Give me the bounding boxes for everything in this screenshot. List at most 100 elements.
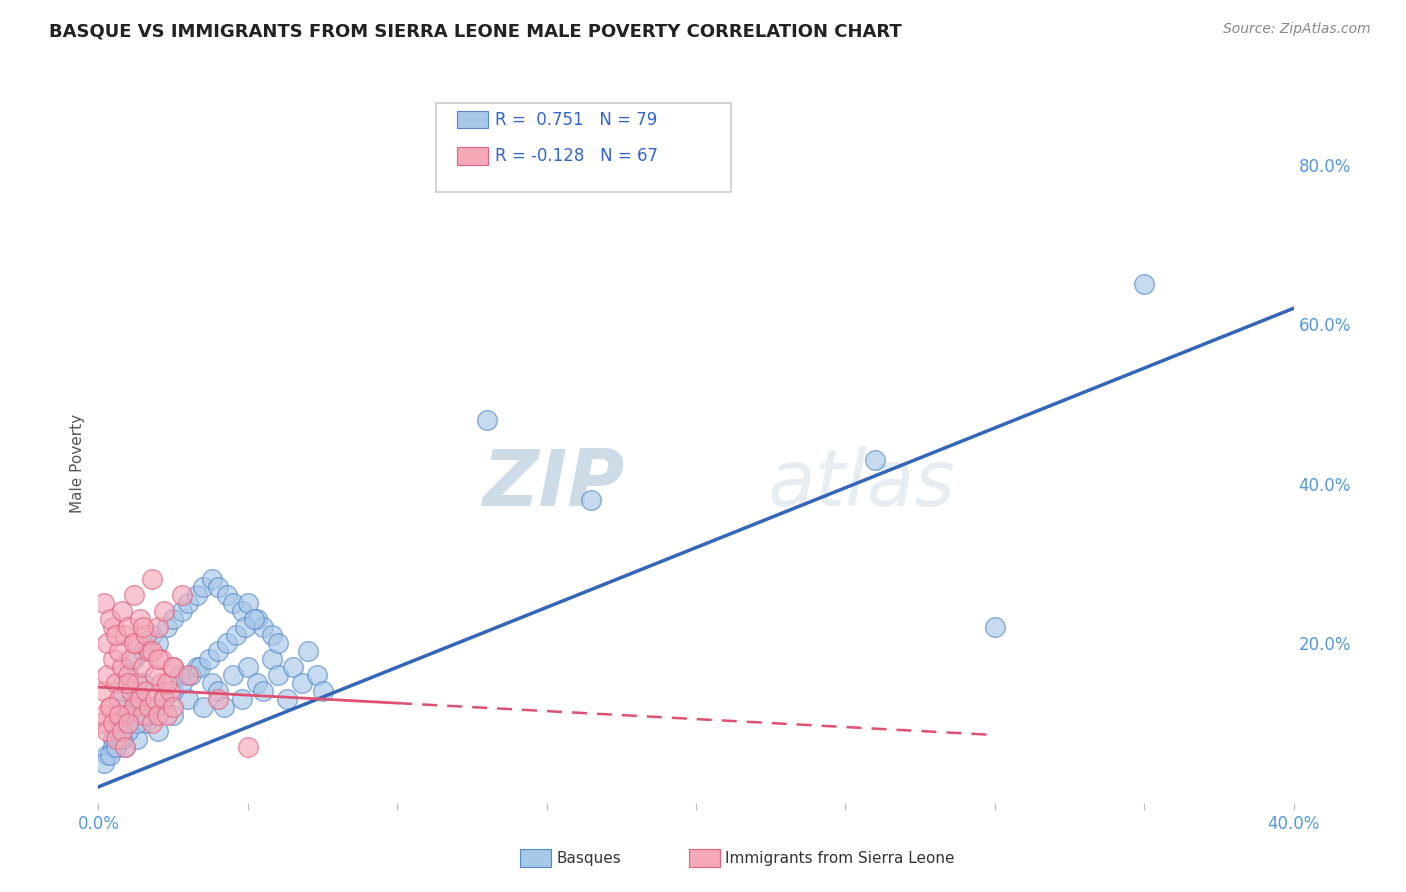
- Point: [207, 684, 229, 698]
- Point: [207, 644, 229, 658]
- Point: [120, 652, 142, 666]
- Point: [233, 620, 256, 634]
- Point: [100, 612, 122, 626]
- Point: [162, 660, 184, 674]
- Point: [103, 716, 125, 731]
- Point: [222, 668, 245, 682]
- Point: [96, 668, 118, 682]
- Point: [96, 636, 118, 650]
- Point: [143, 668, 166, 682]
- Point: [177, 668, 200, 682]
- Point: [153, 692, 176, 706]
- Point: [581, 492, 603, 507]
- Point: [225, 628, 247, 642]
- Point: [141, 573, 163, 587]
- Point: [132, 660, 155, 674]
- Text: atlas: atlas: [768, 446, 956, 522]
- Text: BASQUE VS IMMIGRANTS FROM SIERRA LEONE MALE POVERTY CORRELATION CHART: BASQUE VS IMMIGRANTS FROM SIERRA LEONE M…: [49, 22, 903, 40]
- Point: [143, 692, 166, 706]
- Point: [96, 747, 118, 762]
- Point: [167, 668, 190, 682]
- Point: [148, 708, 170, 723]
- Point: [114, 708, 136, 723]
- Point: [180, 668, 202, 682]
- Point: [129, 612, 152, 626]
- Point: [297, 644, 319, 658]
- Point: [236, 596, 259, 610]
- Point: [100, 700, 122, 714]
- Point: [111, 660, 134, 674]
- Point: [135, 716, 157, 731]
- Point: [198, 652, 221, 666]
- Text: Source: ZipAtlas.com: Source: ZipAtlas.com: [1223, 22, 1371, 37]
- Point: [103, 739, 125, 754]
- Point: [124, 652, 146, 666]
- Point: [114, 739, 136, 754]
- Point: [105, 628, 128, 642]
- Point: [117, 668, 139, 682]
- Point: [305, 668, 328, 682]
- Text: ZIP: ZIP: [482, 446, 624, 522]
- Text: Immigrants from Sierra Leone: Immigrants from Sierra Leone: [725, 851, 955, 865]
- Point: [124, 700, 146, 714]
- Point: [96, 724, 118, 739]
- Point: [141, 628, 163, 642]
- Point: [177, 692, 200, 706]
- Point: [162, 660, 184, 674]
- Point: [148, 652, 170, 666]
- Point: [865, 453, 887, 467]
- Point: [117, 724, 139, 739]
- Point: [117, 716, 139, 731]
- Point: [105, 731, 128, 746]
- Point: [153, 684, 176, 698]
- Point: [231, 692, 253, 706]
- Y-axis label: Male Poverty: Male Poverty: [69, 414, 84, 514]
- Point: [148, 620, 170, 634]
- Point: [231, 604, 253, 618]
- Point: [191, 581, 214, 595]
- Point: [127, 731, 149, 746]
- Point: [212, 700, 235, 714]
- Point: [148, 636, 170, 650]
- Point: [93, 756, 115, 770]
- Point: [186, 660, 208, 674]
- Point: [156, 708, 179, 723]
- Point: [108, 644, 131, 658]
- Point: [172, 676, 194, 690]
- Point: [108, 731, 131, 746]
- Point: [127, 716, 149, 731]
- Text: R =  0.751   N = 79: R = 0.751 N = 79: [495, 111, 657, 128]
- Point: [141, 644, 163, 658]
- Point: [201, 573, 224, 587]
- Point: [311, 684, 333, 698]
- Point: [150, 652, 173, 666]
- Point: [162, 684, 184, 698]
- Point: [153, 692, 176, 706]
- Point: [124, 692, 146, 706]
- Point: [111, 724, 134, 739]
- Point: [124, 636, 146, 650]
- Point: [103, 652, 125, 666]
- Point: [191, 700, 214, 714]
- Point: [93, 708, 115, 723]
- Point: [127, 636, 149, 650]
- Point: [252, 620, 274, 634]
- Point: [105, 739, 128, 754]
- Point: [172, 604, 194, 618]
- Point: [93, 596, 115, 610]
- Text: Basques: Basques: [557, 851, 621, 865]
- Point: [188, 660, 211, 674]
- Point: [117, 708, 139, 723]
- Point: [236, 739, 259, 754]
- Point: [117, 676, 139, 690]
- Point: [267, 668, 290, 682]
- Point: [246, 676, 269, 690]
- Point: [260, 652, 283, 666]
- Point: [114, 628, 136, 642]
- Point: [267, 636, 290, 650]
- Point: [281, 660, 304, 674]
- Point: [108, 724, 131, 739]
- Point: [111, 731, 134, 746]
- Point: [135, 708, 157, 723]
- Point: [127, 676, 149, 690]
